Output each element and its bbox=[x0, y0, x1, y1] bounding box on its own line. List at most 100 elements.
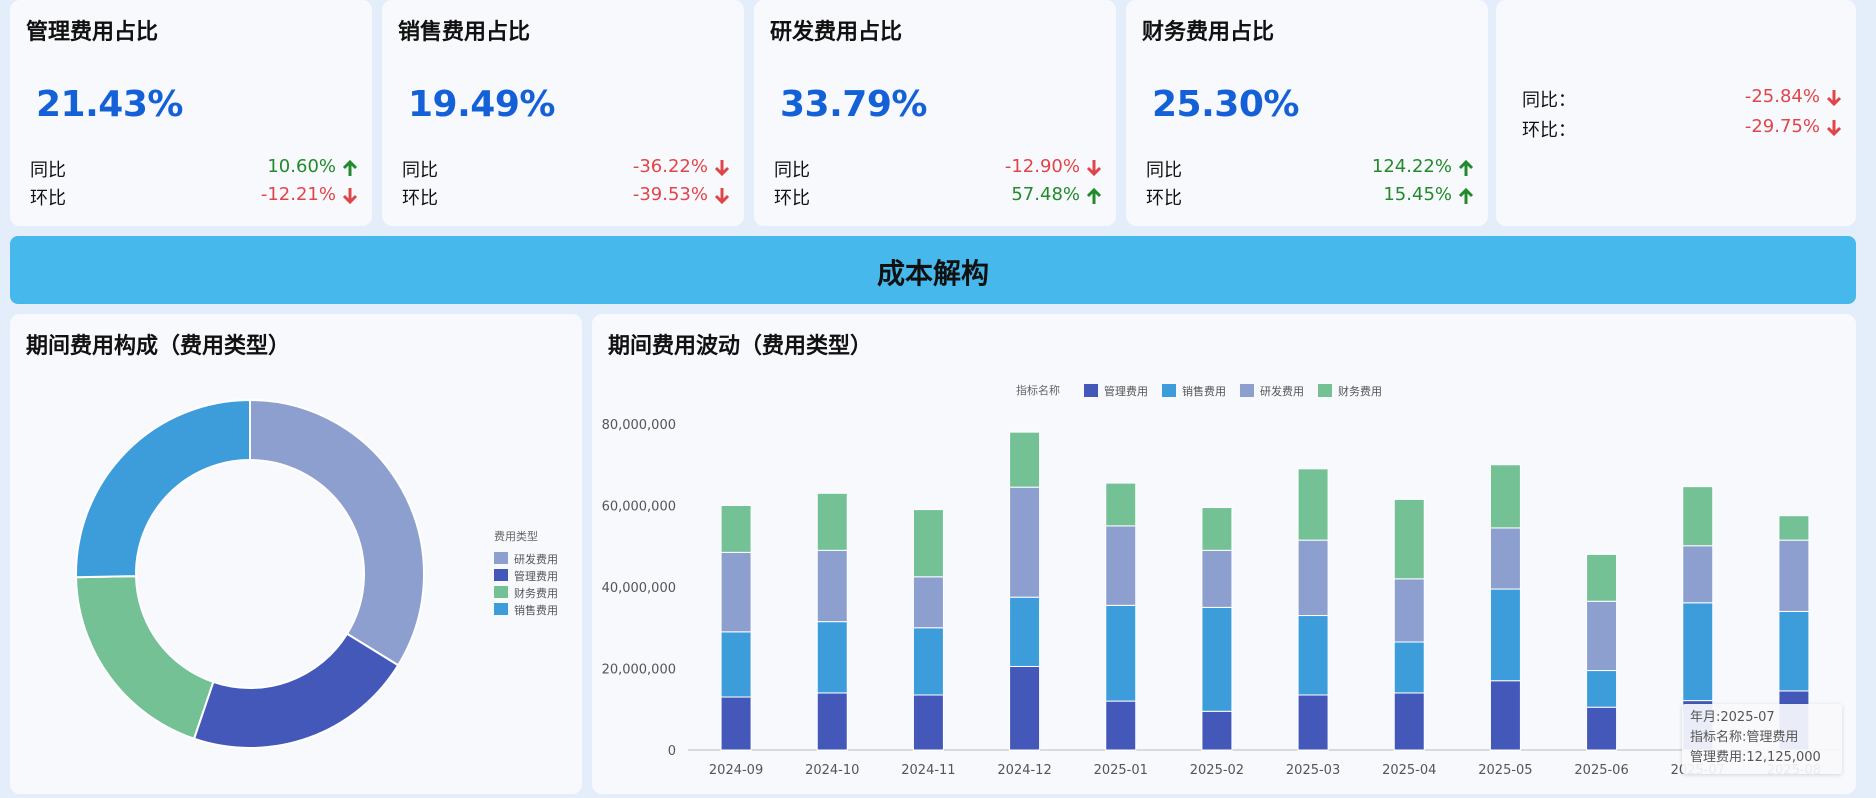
bar-segment[interactable] bbox=[1297, 694, 1329, 751]
bar-segment[interactable] bbox=[1105, 604, 1137, 702]
bar-segment[interactable] bbox=[1009, 486, 1041, 598]
bar-segment[interactable] bbox=[1393, 641, 1425, 694]
donut-slice[interactable] bbox=[75, 575, 215, 741]
donut-legend-swatch[interactable] bbox=[494, 586, 508, 598]
bar-segment[interactable] bbox=[912, 576, 944, 629]
bar-segment[interactable] bbox=[1009, 596, 1041, 667]
bar-segment[interactable] bbox=[816, 621, 848, 694]
bar-legend-swatch[interactable] bbox=[1240, 384, 1254, 397]
x-tick-label: 2024-11 bbox=[901, 763, 955, 778]
donut-legend-label[interactable]: 管理费用 bbox=[514, 569, 558, 583]
bar-segment[interactable] bbox=[1586, 553, 1618, 602]
summary-yoy-row: 同比： -25.84% bbox=[1522, 86, 1842, 112]
y-tick-label: 60,000,000 bbox=[602, 500, 676, 515]
donut-panel: 期间费用构成（费用类型） 费用类型 研发费用 管理费用 财务费用 销售费用 bbox=[10, 314, 582, 794]
donut-legend-swatch[interactable] bbox=[494, 552, 508, 564]
bar-segment[interactable] bbox=[1489, 527, 1521, 590]
kpi-title: 财务费用占比 bbox=[1142, 20, 1275, 45]
bar-segment[interactable] bbox=[1297, 468, 1329, 541]
bar-segment[interactable] bbox=[1586, 670, 1618, 708]
bar-segment[interactable] bbox=[1201, 507, 1233, 551]
donut-legend-label[interactable]: 研发费用 bbox=[514, 552, 558, 566]
bar-legend-label[interactable]: 财务费用 bbox=[1338, 384, 1382, 398]
bar-segment[interactable] bbox=[1682, 602, 1714, 702]
bar-segment[interactable] bbox=[816, 549, 848, 623]
summary-yoy-label: 同比： bbox=[1522, 90, 1576, 111]
bar-segment[interactable] bbox=[1201, 549, 1233, 608]
bar-legend-swatch[interactable] bbox=[1162, 384, 1176, 397]
kpi-value: 33.79% bbox=[780, 84, 927, 125]
bar-segment[interactable] bbox=[1489, 464, 1521, 529]
bar-segment[interactable] bbox=[720, 696, 752, 751]
bar-segment[interactable] bbox=[1489, 680, 1521, 751]
donut-slice[interactable] bbox=[75, 398, 251, 579]
bar-segment[interactable] bbox=[1297, 615, 1329, 696]
bar-segment[interactable] bbox=[1105, 525, 1137, 606]
bar-segment[interactable] bbox=[912, 627, 944, 696]
bar-segment[interactable] bbox=[816, 492, 848, 551]
stacked-bar-chart: 指标名称 管理费用 销售费用 研发费用 财务费用 0 20,000,000 40,000,00… bbox=[602, 383, 1842, 778]
bar-segment[interactable] bbox=[720, 631, 752, 698]
donut-slice[interactable] bbox=[192, 632, 400, 749]
kpi-card: 研发费用占比 33.79% 同比 -12.90% 环比 57.48% bbox=[754, 0, 1116, 226]
x-tick-label: 2025-04 bbox=[1382, 763, 1436, 778]
y-tick-label: 40,000,000 bbox=[602, 581, 676, 596]
donut-legend-label[interactable]: 销售费用 bbox=[514, 603, 558, 617]
kpi-title: 研发费用占比 bbox=[770, 20, 903, 45]
bar-panel-title: 期间费用波动（费用类型） bbox=[608, 334, 873, 359]
bar-segment[interactable] bbox=[1393, 692, 1425, 751]
bar-segment[interactable] bbox=[1682, 545, 1714, 604]
bar-legend-label[interactable]: 销售费用 bbox=[1182, 384, 1226, 398]
arrow-up-icon bbox=[1458, 159, 1474, 176]
bar-segment[interactable] bbox=[720, 551, 752, 633]
bar-segment[interactable] bbox=[1201, 606, 1233, 712]
donut-slice[interactable] bbox=[249, 398, 425, 667]
kpi-yoy-label: 同比 bbox=[1146, 160, 1182, 181]
x-tick-label: 2025-05 bbox=[1478, 763, 1532, 778]
kpi-yoy-value: 10.60% bbox=[267, 156, 336, 177]
x-tick-label: 2024-09 bbox=[709, 763, 763, 778]
bar-segment[interactable] bbox=[816, 692, 848, 751]
summary-yoy-value: -25.84% bbox=[1744, 86, 1820, 107]
arrow-down-icon bbox=[342, 188, 358, 205]
bar-segment[interactable] bbox=[1009, 431, 1041, 488]
bar-legend-swatch[interactable] bbox=[1084, 384, 1098, 397]
bar-segment[interactable] bbox=[1105, 700, 1137, 751]
bar-segment[interactable] bbox=[1009, 665, 1041, 751]
bar-segment[interactable] bbox=[912, 509, 944, 578]
bar-legend-label[interactable]: 管理费用 bbox=[1104, 384, 1148, 398]
donut-legend-swatch[interactable] bbox=[494, 603, 508, 615]
bar-segment[interactable] bbox=[1489, 588, 1521, 682]
kpi-mom-value: 57.48% bbox=[1011, 184, 1080, 205]
bar-segment[interactable] bbox=[1393, 578, 1425, 643]
y-tick-label: 20,000,000 bbox=[602, 663, 676, 678]
bar-legend-swatch[interactable] bbox=[1318, 384, 1332, 397]
bar-segment[interactable] bbox=[720, 505, 752, 553]
bar-segment[interactable] bbox=[1201, 710, 1233, 751]
kpi-card: 财务费用占比 25.30% 同比 124.22% 环比 15.45% bbox=[1126, 0, 1488, 226]
kpi-mom-label: 环比 bbox=[30, 188, 66, 209]
donut-legend-label[interactable]: 财务费用 bbox=[514, 586, 558, 600]
x-tick-label: 2025-01 bbox=[1094, 763, 1148, 778]
y-tick-label: 0 bbox=[668, 744, 676, 759]
summary-mom-value: -29.75% bbox=[1744, 116, 1820, 137]
kpi-mom-label: 环比 bbox=[774, 188, 810, 209]
bar-segment[interactable] bbox=[1393, 498, 1425, 580]
kpi-mom-row: 环比 57.48% bbox=[774, 184, 1102, 210]
bar-legend-label[interactable]: 研发费用 bbox=[1260, 384, 1304, 398]
bar-segment[interactable] bbox=[1586, 600, 1618, 672]
kpi-card: 销售费用占比 19.49% 同比 -36.22% 环比 -39.53% bbox=[382, 0, 744, 226]
bar-segment[interactable] bbox=[1105, 482, 1137, 527]
kpi-mom-label: 环比 bbox=[402, 188, 438, 209]
donut-legend-swatch[interactable] bbox=[494, 569, 508, 581]
bar-segment[interactable] bbox=[1778, 515, 1810, 541]
bar-segment[interactable] bbox=[1778, 539, 1810, 612]
bar-segment[interactable] bbox=[1778, 610, 1810, 692]
x-tick-label: 2025-02 bbox=[1190, 763, 1244, 778]
bar-segment[interactable] bbox=[912, 694, 944, 751]
bar-segment[interactable] bbox=[1297, 539, 1329, 617]
arrow-down-icon bbox=[1086, 160, 1102, 177]
bar-segment[interactable] bbox=[1586, 706, 1618, 751]
bar-segment[interactable] bbox=[1682, 486, 1714, 547]
